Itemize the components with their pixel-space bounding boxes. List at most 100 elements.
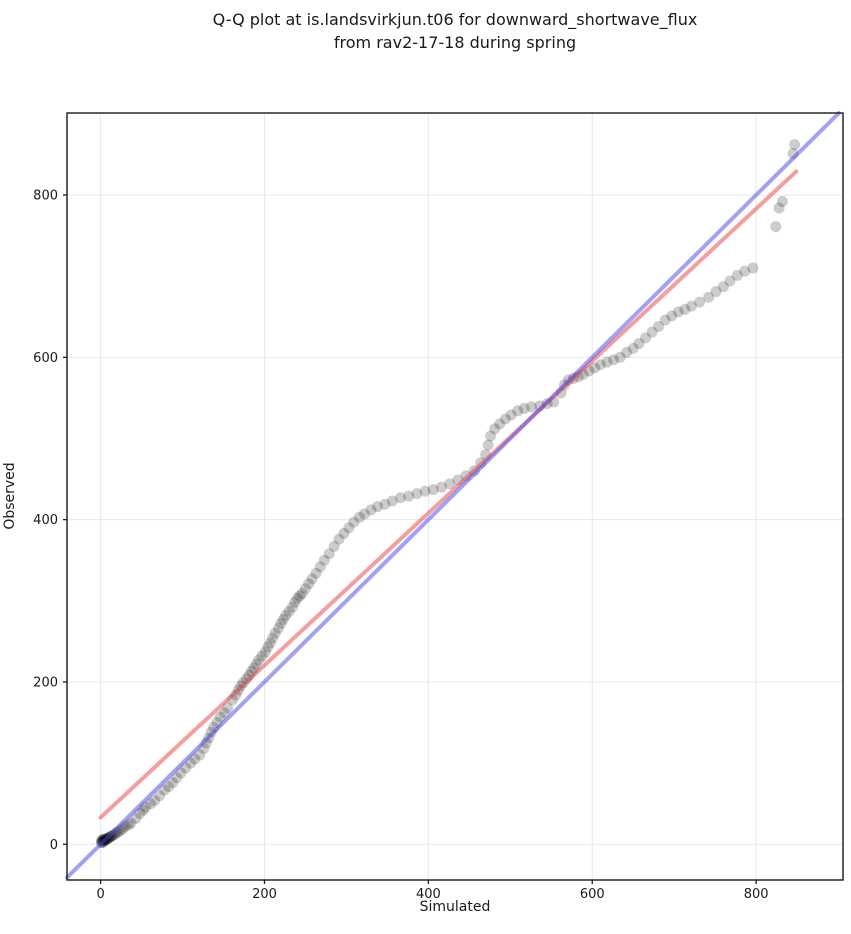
qq-point <box>435 481 447 493</box>
chart-title: Q-Q plot at is.landsvirkjun.t06 for down… <box>67 8 843 54</box>
y-axis-label: Observed <box>2 462 18 530</box>
qq-point <box>594 359 606 371</box>
qq-point <box>283 605 295 617</box>
qq-point <box>717 281 729 293</box>
qq-point <box>666 310 678 322</box>
x-tick-label: 400 <box>416 887 441 902</box>
qq-point <box>395 492 407 504</box>
gridlines <box>67 113 843 880</box>
qq-point <box>328 540 340 552</box>
qq-point <box>614 351 626 363</box>
tick-labels: 0 200 400 600 800 0 200 400 600 800 <box>33 188 768 902</box>
fit-line <box>98 169 799 820</box>
qq-point <box>724 275 736 287</box>
qq-point <box>358 508 370 520</box>
qq-point <box>154 790 166 802</box>
x-tick-label: 200 <box>252 887 277 902</box>
qq-point <box>294 590 306 602</box>
qq-point <box>770 221 782 233</box>
qq-point <box>272 622 284 634</box>
qq-point <box>218 707 230 719</box>
qq-point <box>653 320 665 332</box>
qq-point <box>601 356 613 368</box>
plot-border <box>66 112 844 881</box>
qq-point <box>222 702 234 714</box>
qq-point <box>145 798 157 810</box>
qq-point <box>685 300 697 312</box>
qq-point <box>386 495 398 507</box>
qq-point <box>621 346 633 358</box>
qq-point <box>280 609 292 621</box>
qq-point <box>646 326 658 338</box>
qq-point <box>323 548 335 560</box>
qq-point <box>171 772 183 784</box>
qq-point <box>159 784 171 796</box>
qq-point <box>259 646 271 658</box>
qq-point <box>338 527 350 539</box>
qq-point <box>485 430 497 442</box>
qq-point <box>627 342 639 354</box>
qq-point <box>348 516 360 528</box>
qq-point <box>694 296 706 308</box>
qq-point <box>789 139 801 151</box>
qq-point <box>163 781 175 793</box>
qq-point <box>253 654 265 666</box>
qq-point <box>299 583 311 595</box>
qq-point <box>365 504 377 516</box>
x-tick-label: 0 <box>96 887 104 902</box>
qq-point <box>267 632 279 644</box>
y-tick-label: 0 <box>50 838 58 853</box>
qq-point <box>372 501 384 513</box>
qq-point <box>379 498 391 510</box>
y-tick-label: 200 <box>33 675 58 690</box>
y-tick-label: 400 <box>33 513 58 528</box>
y-tick-label: 800 <box>33 188 58 203</box>
qq-point <box>125 817 137 829</box>
x-axis-label: Simulated <box>419 899 491 915</box>
qq-point <box>264 637 276 649</box>
y-tick-label: 600 <box>33 351 58 366</box>
qq-point <box>659 314 671 326</box>
qq-point <box>499 413 511 425</box>
qq-point <box>314 561 326 573</box>
qq-point <box>640 332 652 344</box>
qq-point <box>318 554 330 566</box>
qq-point <box>291 592 303 604</box>
qq-point <box>354 511 366 523</box>
qq-point <box>269 627 281 639</box>
qq-point <box>167 777 179 789</box>
qq-point <box>262 641 274 653</box>
qq-point <box>776 195 788 207</box>
qq-point <box>214 711 226 723</box>
qq-point <box>194 749 206 761</box>
qq-point <box>343 522 355 534</box>
chart-title-line1: Q-Q plot at is.landsvirkjun.t06 for down… <box>212 10 698 29</box>
qq-point <box>608 354 620 366</box>
qq-point <box>703 291 715 303</box>
qq-point <box>310 567 322 579</box>
qq-point <box>633 338 645 350</box>
qq-point <box>512 405 524 417</box>
qq-point <box>130 812 142 824</box>
qq-point <box>747 262 759 274</box>
qq-point <box>589 362 601 374</box>
qq-point <box>489 423 501 435</box>
chart-title-line2: from rav2-17-18 during spring <box>333 33 577 52</box>
qq-point <box>482 439 494 451</box>
qq-point <box>444 478 456 490</box>
qq-point <box>526 401 538 413</box>
qq-point <box>296 587 308 599</box>
qq-point <box>303 578 315 590</box>
x-tick-label: 600 <box>580 887 605 902</box>
qq-point <box>277 613 289 625</box>
qq-point <box>731 269 743 281</box>
qq-point <box>518 402 530 414</box>
qq-point <box>411 488 423 500</box>
x-tick-label: 800 <box>744 887 769 902</box>
qq-point <box>739 265 751 277</box>
qq-point <box>149 794 161 806</box>
qq-point <box>419 485 431 497</box>
qq-point <box>773 202 785 214</box>
